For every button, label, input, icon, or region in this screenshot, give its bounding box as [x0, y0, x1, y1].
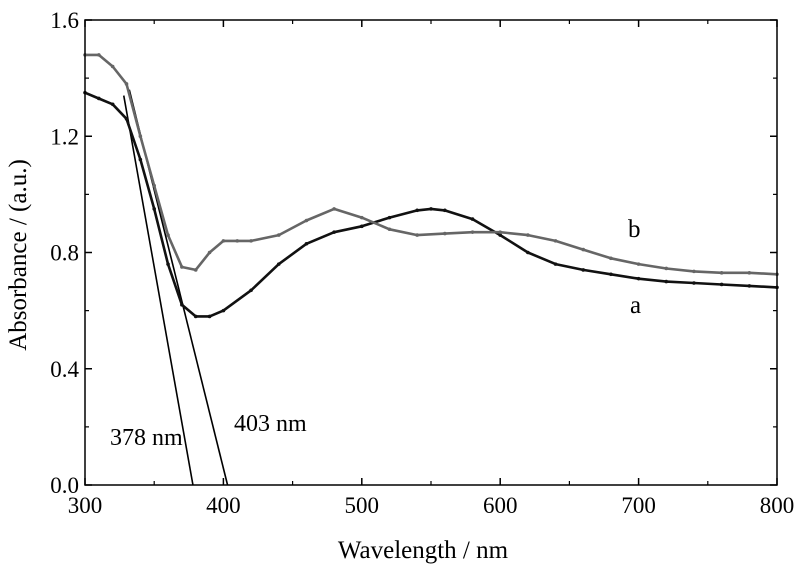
x-tick-label: 300: [68, 493, 103, 518]
x-tick-label: 600: [483, 493, 518, 518]
data-point-a: [332, 230, 336, 234]
data-point-b: [124, 82, 129, 86]
series-line-a: [83, 91, 779, 318]
data-point-b: [276, 233, 281, 237]
tangent-label-403: 403 nm: [234, 411, 307, 437]
data-point-a: [415, 208, 419, 213]
data-point-a: [581, 268, 586, 272]
data-point-b: [249, 239, 253, 243]
data-point-b: [664, 266, 669, 271]
data-point-b: [692, 269, 696, 274]
data-point-a: [124, 117, 129, 121]
data-point-b: [193, 268, 198, 272]
data-point-b: [387, 227, 392, 232]
data-point-a: [692, 281, 696, 285]
data-point-b: [498, 230, 503, 234]
data-point-b: [97, 53, 101, 57]
data-point-a: [221, 308, 226, 313]
y-tick-label: 0.4: [50, 357, 79, 382]
data-point-a: [498, 233, 503, 237]
series-line-b: [83, 53, 779, 276]
data-point-a: [97, 96, 101, 101]
x-tick-label: 400: [206, 493, 241, 518]
x-axis-title: Wavelength / nm: [338, 537, 509, 564]
data-point-a: [636, 276, 641, 281]
y-tick-label: 0.8: [50, 241, 79, 266]
data-point-a: [249, 288, 253, 293]
data-point-a: [110, 102, 115, 107]
data-point-a: [526, 250, 530, 255]
data-point-a: [747, 284, 752, 288]
data-point-a: [553, 262, 558, 266]
data-point-b: [235, 239, 240, 243]
data-point-a: [152, 207, 156, 211]
x-tick-label: 800: [760, 493, 795, 518]
data-point-b: [180, 265, 184, 269]
data-point-b: [415, 233, 419, 237]
data-point-a: [180, 303, 184, 307]
data-point-b: [360, 215, 364, 220]
data-point-b: [636, 262, 641, 266]
data-point-a: [207, 314, 212, 319]
data-point-a: [609, 272, 613, 277]
data-point-b: [553, 239, 558, 243]
data-point-a: [360, 224, 364, 229]
data-point-b: [719, 271, 724, 275]
data-point-a: [193, 314, 198, 319]
y-tick-label: 1.6: [50, 8, 79, 33]
data-point-b: [609, 256, 613, 261]
x-tick-label: 500: [345, 493, 380, 518]
data-point-b: [304, 218, 309, 223]
x-tick-label: 700: [621, 493, 656, 518]
data-point-b: [152, 183, 156, 188]
data-point-b: [581, 247, 586, 252]
series-layer: [83, 53, 779, 319]
data-point-a: [443, 208, 447, 213]
data-point-a: [664, 279, 669, 284]
tangent-label-378: 378 nm: [110, 425, 183, 451]
data-point-b: [332, 207, 336, 211]
axis-ticks: 300 400 500 600 700 800 0.0 0.4 0.8 1.2 1.6: [50, 8, 794, 518]
y-axis-title: Absorbance / (a.u.): [5, 159, 32, 351]
data-point-b: [526, 233, 530, 237]
data-point-a: [138, 157, 143, 162]
data-point-a: [276, 262, 281, 266]
tangent-line-1: [122, 95, 194, 486]
y-tick-label: 0.0: [50, 473, 79, 498]
data-point-b: [221, 239, 226, 243]
data-point-a: [304, 241, 309, 246]
y-tick-label: 1.2: [50, 124, 79, 149]
series-label-a: a: [630, 292, 641, 319]
data-point-b: [207, 250, 212, 255]
plot-frame: [84, 19, 778, 486]
data-point-b: [470, 230, 475, 234]
data-point-a: [429, 207, 433, 211]
data-point-b: [443, 231, 447, 236]
data-point-a: [470, 217, 475, 221]
data-point-b: [110, 64, 115, 69]
series-label-b: b: [628, 216, 641, 243]
data-point-a: [166, 262, 170, 266]
data-point-b: [138, 134, 143, 139]
data-point-a: [387, 215, 392, 220]
data-point-b: [747, 271, 752, 275]
data-point-b: [166, 233, 170, 237]
data-point-a: [719, 282, 724, 287]
